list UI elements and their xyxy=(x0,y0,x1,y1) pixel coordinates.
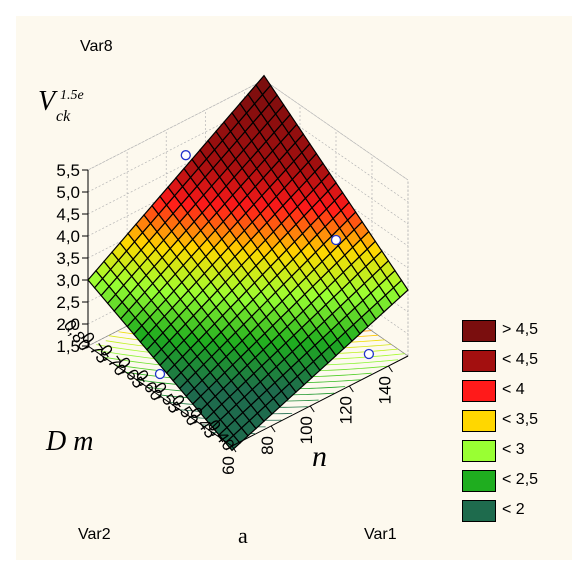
z-tick-label: 2,5 xyxy=(56,293,80,312)
bottom-left-var: Var2 xyxy=(78,526,111,543)
legend-label: > 4,5 xyxy=(502,321,539,338)
y-tick-mark xyxy=(171,408,179,413)
legend-label: < 2,5 xyxy=(502,471,539,488)
y-tick-mark xyxy=(99,358,107,363)
legend-swatch xyxy=(462,440,496,462)
y-tick-mark xyxy=(135,383,143,388)
y-tick-mark xyxy=(117,370,125,376)
x-axis: 60 80 100 120 140 xyxy=(219,355,409,475)
legend-item: < 2,5 xyxy=(462,470,582,496)
data-point xyxy=(363,348,375,360)
x-axis-label: n xyxy=(312,440,327,473)
x-tick-mark xyxy=(309,405,315,413)
legend-swatch xyxy=(462,500,496,522)
legend-swatch xyxy=(462,470,496,492)
x-tick-label: 100 xyxy=(297,416,316,444)
surface-cell xyxy=(255,74,272,96)
y-tick-mark xyxy=(225,445,233,451)
legend-item: < 3,5 xyxy=(462,410,582,436)
data-point xyxy=(154,368,166,380)
z-tick-label: 4,0 xyxy=(56,227,80,246)
z-tick-label: 1,5 xyxy=(56,337,80,356)
legend-label: < 3 xyxy=(502,441,525,458)
chart-title: Var8 xyxy=(80,38,113,55)
bottom-right-var: Var1 xyxy=(364,526,397,543)
data-point xyxy=(330,234,342,246)
x-tick-label: 60 xyxy=(219,456,238,475)
legend-label: < 4,5 xyxy=(502,351,539,368)
x-axis-line xyxy=(231,355,409,447)
legend-item: < 4 xyxy=(462,380,582,406)
legend-swatch xyxy=(462,410,496,432)
z-tick-label: 2,0 xyxy=(56,315,80,334)
z-axis-label-sub: ck xyxy=(56,108,71,125)
x-tick-label: 140 xyxy=(375,376,394,404)
legend-item: < 4,5 xyxy=(462,350,582,376)
bottom-center-label: a xyxy=(238,523,248,548)
legend-item: > 4,5 xyxy=(462,320,582,346)
y-tick-mark xyxy=(189,420,197,426)
z-tick-label: 3,0 xyxy=(56,271,80,290)
z-tick-label: 3,5 xyxy=(56,249,80,268)
surface-mesh xyxy=(87,74,409,452)
legend-swatch xyxy=(462,320,496,342)
z-tick-label: 5,5 xyxy=(56,161,80,180)
legend-label: < 3,5 xyxy=(502,411,539,428)
legend-swatch xyxy=(462,350,496,372)
legend-item: < 2 xyxy=(462,500,582,526)
legend-label: < 4 xyxy=(502,381,525,398)
z-tick-label: 5,0 xyxy=(56,183,80,202)
x-tick-mark xyxy=(388,365,393,373)
data-point xyxy=(180,150,191,161)
y-axis-line xyxy=(87,345,233,447)
y-axis-label: D m xyxy=(46,426,94,457)
legend-item: < 3 xyxy=(462,440,582,466)
x-tick-label: 120 xyxy=(336,396,355,424)
x-tick-label: 80 xyxy=(258,436,277,455)
z-axis-label-sup: 1.5e xyxy=(60,88,84,103)
x-tick-mark xyxy=(231,445,237,453)
z-axis-label-main: V xyxy=(38,86,56,117)
legend-label: < 2 xyxy=(502,501,525,518)
x-tick-mark xyxy=(348,385,354,393)
y-tick-mark xyxy=(207,433,215,438)
x-tick-mark xyxy=(270,425,276,433)
y-tick-mark xyxy=(153,395,161,401)
z-tick-label: 4,5 xyxy=(56,205,80,224)
legend-swatch xyxy=(462,380,496,402)
y-tick-mark xyxy=(81,345,89,351)
z-axis: 5,5 5,0 4,5 4,0 3,5 3,0 2,5 2,0 1,5 xyxy=(56,161,89,356)
